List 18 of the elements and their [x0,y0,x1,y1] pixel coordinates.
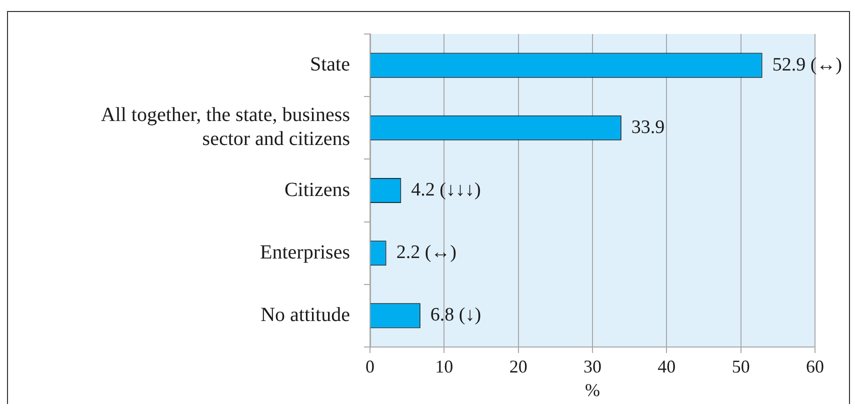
x-axis-title: % [585,380,600,400]
data-label: 6.8 (↓) [430,304,482,326]
y-tick-label: Enterprises [260,241,350,264]
y-tick-label: All together, the state, business sector and citizens [100,104,350,150]
x-tick-label: 50 [732,356,750,377]
data-label: 2.2 (↔) [396,242,456,264]
x-tick-label: 30 [584,356,602,377]
data-label: 4.2 (↓↓↓) [411,179,481,200]
x-tick-label: 10 [435,356,454,377]
y-tick-label: State [310,54,350,76]
x-tick-label: 20 [509,356,528,377]
data-label: 33.9 [631,116,665,138]
x-tick-label: 60 [806,356,824,377]
y-tick-label: No attitude [260,304,350,326]
y-tick-label: Citizens [284,178,350,201]
x-tick-label: 40 [658,356,676,377]
data-label: 52.9 (↔) [772,54,842,76]
x-tick-label: 0 [366,356,374,377]
